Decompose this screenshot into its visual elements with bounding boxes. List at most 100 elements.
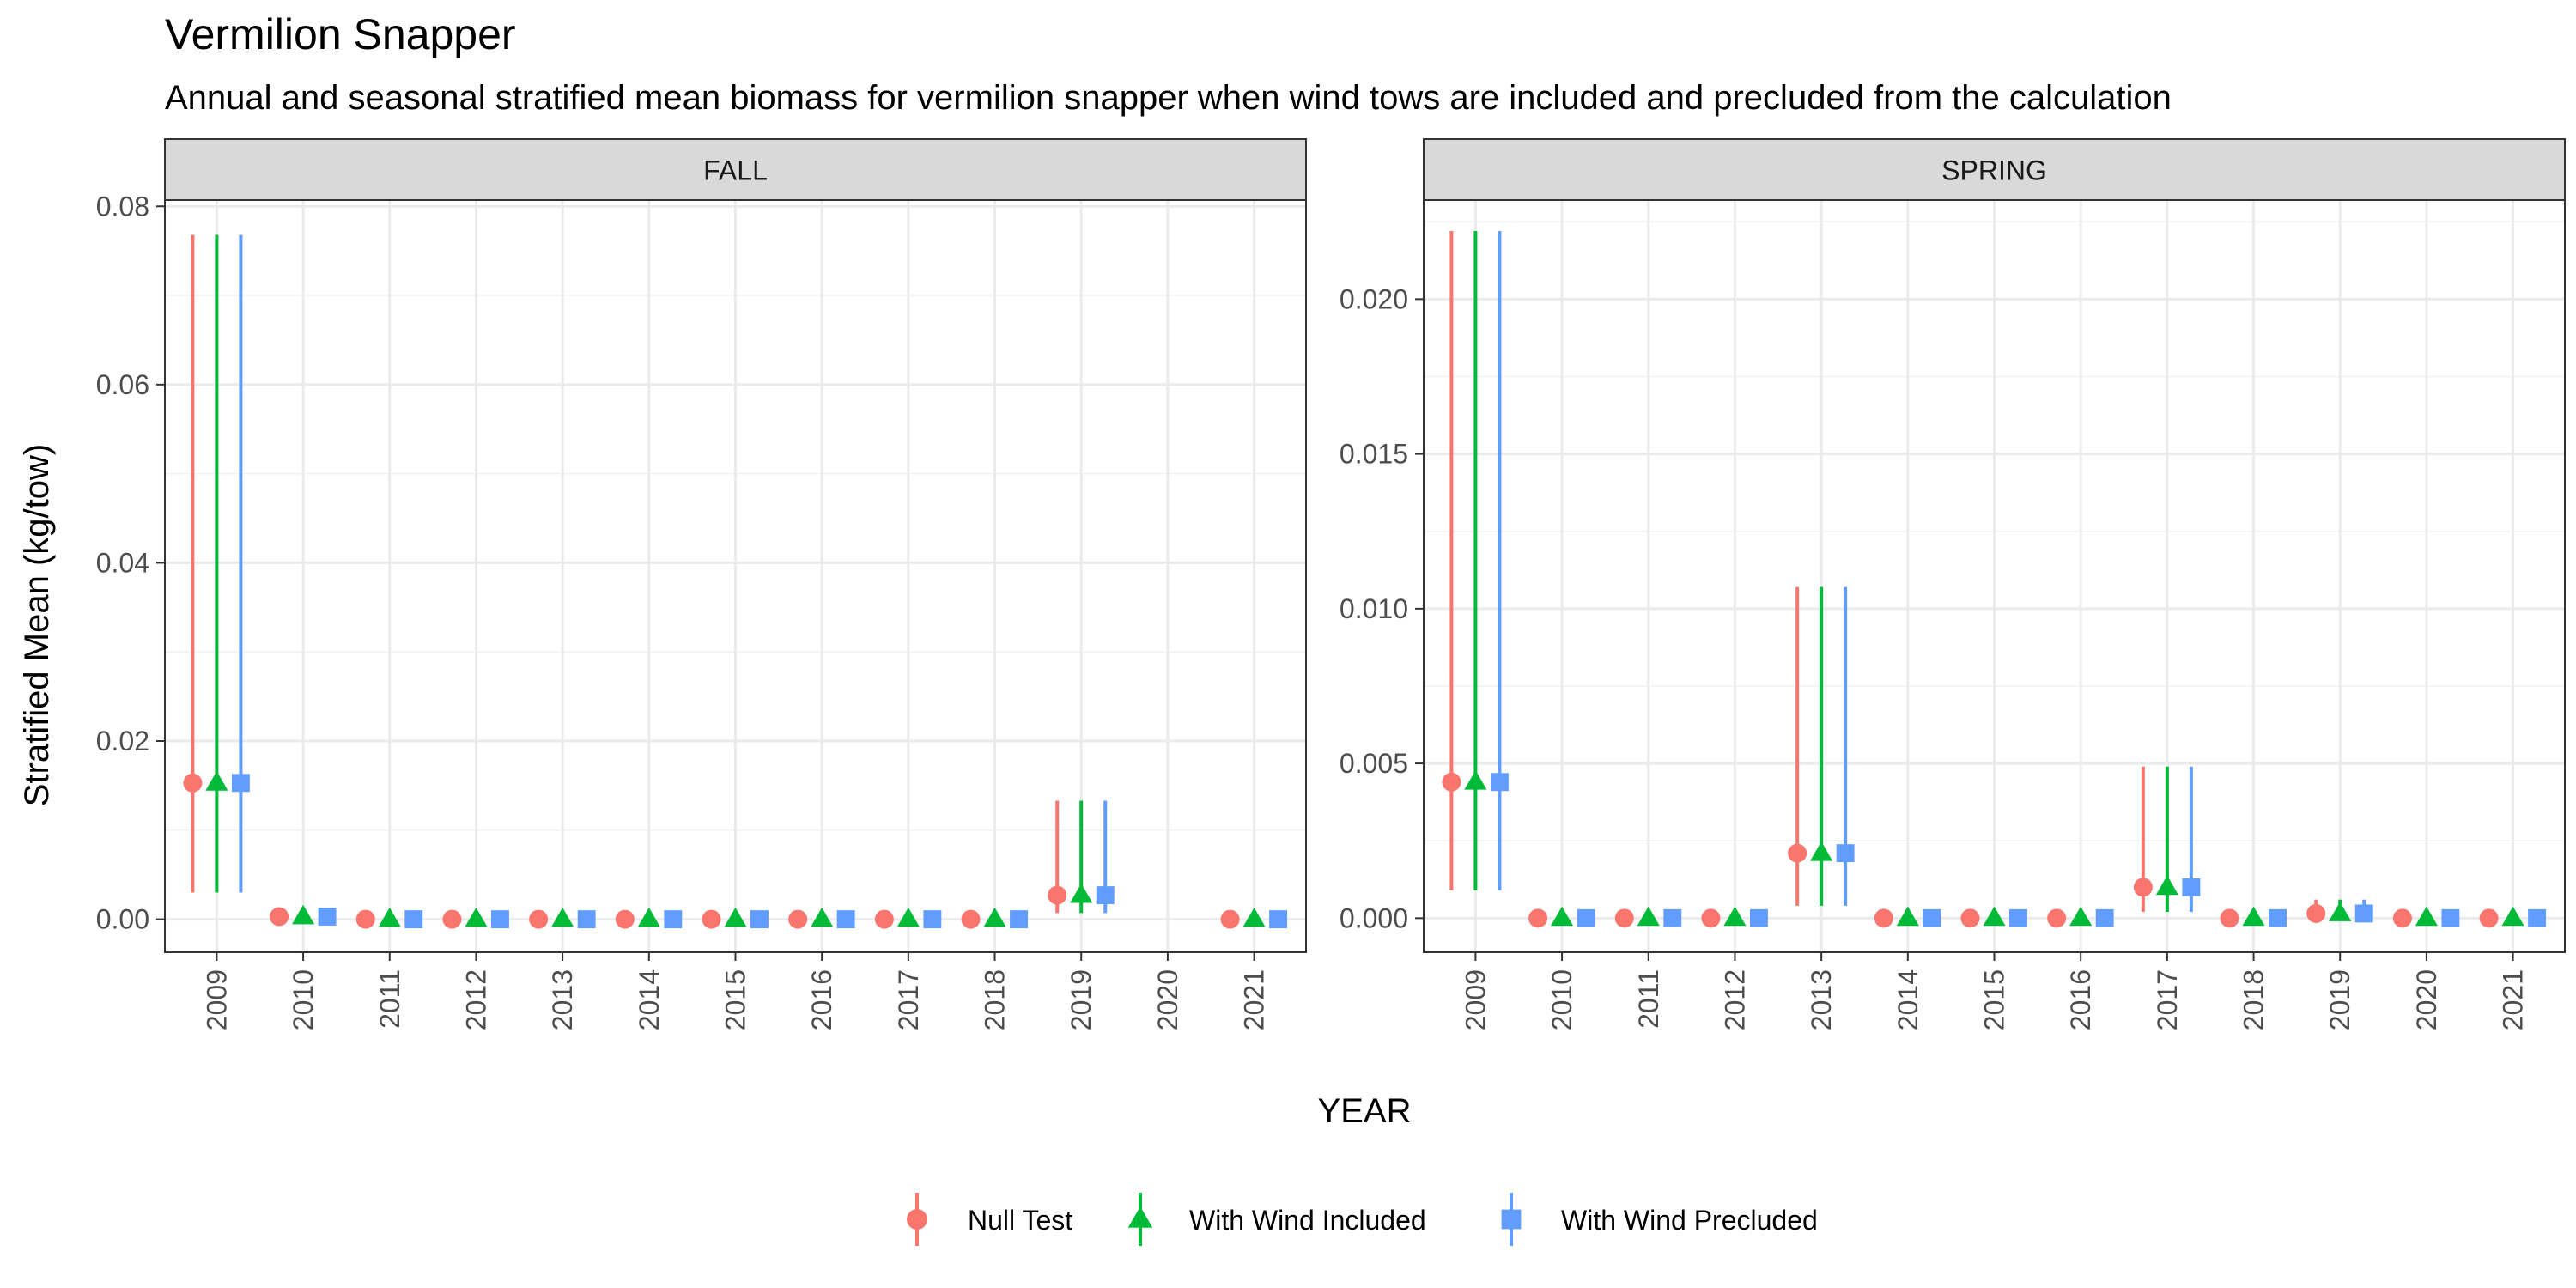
x-tick-label: 2013 xyxy=(547,969,578,1030)
data-point xyxy=(961,909,981,929)
x-axis-label: YEAR xyxy=(1318,1092,1412,1130)
y-tick-label: 0.015 xyxy=(1340,439,1408,470)
data-point xyxy=(270,907,289,927)
facet-strip xyxy=(164,138,1307,201)
legend-key-marker xyxy=(1501,1209,1522,1230)
data-point xyxy=(702,909,721,929)
data-point xyxy=(664,910,683,929)
x-tick-label: 2012 xyxy=(1719,969,1750,1030)
panel-fall: 0.00 0.02 0.04 0.06 0.08 2009 2010 2011 2012 2013… xyxy=(96,138,1307,1030)
data-point xyxy=(1960,908,1980,928)
data-point xyxy=(2392,908,2412,928)
legend-label: With Wind Included xyxy=(1189,1205,1426,1236)
data-point xyxy=(1701,908,1721,928)
x-tick-label: 2015 xyxy=(1979,969,2010,1030)
y-tick-label: 0.020 xyxy=(1340,283,1408,314)
x-tick-label: 2019 xyxy=(1066,969,1097,1030)
legend-item: With Wind Precluded xyxy=(1501,1193,1818,1246)
data-point xyxy=(2415,906,2438,927)
data-point xyxy=(1750,908,1768,927)
data-point xyxy=(1242,907,1266,927)
data-point xyxy=(896,907,920,927)
x-tick-label: 2011 xyxy=(374,969,405,1029)
legend: Null Test With Wind Included With Wind Pre… xyxy=(907,1193,1818,1246)
x-tick-label: 2021 xyxy=(1239,969,1270,1030)
facet-strip-label: FALL xyxy=(703,155,768,186)
x-tick-label: 2017 xyxy=(893,969,924,1030)
legend-item: With Wind Included xyxy=(1127,1193,1426,1246)
y-tick-label: 0.000 xyxy=(1340,902,1408,933)
data-point xyxy=(1788,843,1807,863)
data-point xyxy=(183,773,203,793)
data-point xyxy=(205,771,228,791)
data-point xyxy=(1896,906,1919,927)
y-tick-label: 0.005 xyxy=(1340,748,1408,779)
x-tick-label: 2014 xyxy=(634,969,665,1030)
data-point xyxy=(577,910,596,929)
legend-key-marker xyxy=(907,1209,927,1230)
x-tick-label: 2021 xyxy=(2498,969,2529,1030)
x-tick-label: 2015 xyxy=(720,969,751,1030)
x-tick-label: 2018 xyxy=(2239,969,2269,1030)
data-point xyxy=(1637,906,1660,927)
data-point xyxy=(1048,885,1067,905)
panel-spring: 0.000 0.005 0.010 0.015 0.020 2009 2010 2011 201… xyxy=(1340,138,2566,1030)
x-tick-label: 2020 xyxy=(2411,969,2442,1030)
data-point xyxy=(1070,883,1093,903)
data-point xyxy=(1810,841,1833,861)
data-point xyxy=(1220,909,1240,929)
data-point xyxy=(2329,902,2352,921)
data-point xyxy=(1577,908,1595,927)
data-point xyxy=(551,907,574,927)
data-point xyxy=(2220,908,2239,928)
chart-subtitle: Annual and seasonal stratified mean biom… xyxy=(165,79,2172,117)
data-point xyxy=(615,909,635,929)
data-point xyxy=(811,907,834,927)
x-tick-label: 2019 xyxy=(2324,969,2355,1030)
data-point xyxy=(1464,769,1487,790)
data-point xyxy=(2269,908,2287,927)
data-point xyxy=(2306,903,2326,923)
data-point xyxy=(923,910,942,929)
y-tick-label: 0.02 xyxy=(96,726,149,756)
data-point xyxy=(750,910,769,929)
x-tick-label: 2013 xyxy=(1806,969,1837,1030)
y-tick-label: 0.06 xyxy=(96,369,149,400)
data-point xyxy=(874,909,894,929)
data-point xyxy=(637,907,660,927)
data-point xyxy=(529,909,549,929)
y-axis-label: Stratified Mean (kg/tow) xyxy=(18,444,56,806)
x-tick-label: 2011 xyxy=(1633,969,1664,1029)
data-point xyxy=(1663,908,1682,927)
data-point xyxy=(355,909,375,929)
data-point xyxy=(491,910,509,929)
data-point xyxy=(2133,878,2153,897)
data-point xyxy=(378,907,401,927)
y-tick-label: 0.04 xyxy=(96,547,149,578)
x-tick-label: 2016 xyxy=(2065,969,2096,1030)
x-tick-label: 2009 xyxy=(1460,969,1491,1030)
legend-item: Null Test xyxy=(907,1193,1072,1246)
data-point xyxy=(2047,908,2067,928)
data-point xyxy=(318,908,337,926)
x-tick-label: 2009 xyxy=(201,969,232,1030)
panels: 0.00 0.02 0.04 0.06 0.08 2009 2010 2011 2012 2013… xyxy=(96,138,2566,1030)
x-tick-label: 2012 xyxy=(460,969,491,1030)
data-point xyxy=(292,904,315,925)
data-point xyxy=(2182,878,2201,896)
y-tick-label: 0.08 xyxy=(96,191,149,222)
x-tick-label: 2010 xyxy=(1546,969,1577,1030)
data-point xyxy=(1723,906,1747,927)
data-point xyxy=(1874,908,1893,928)
y-tick-label: 0.010 xyxy=(1340,593,1408,624)
data-point xyxy=(2441,908,2460,927)
data-point xyxy=(404,910,423,929)
data-point xyxy=(1923,908,1941,927)
data-point xyxy=(1614,908,1634,928)
facet-strip xyxy=(1423,138,2566,201)
x-tick-label: 2020 xyxy=(1152,969,1183,1030)
data-point xyxy=(2528,908,2547,927)
data-point xyxy=(1096,886,1115,905)
x-tick-label: 2014 xyxy=(1893,969,1923,1030)
